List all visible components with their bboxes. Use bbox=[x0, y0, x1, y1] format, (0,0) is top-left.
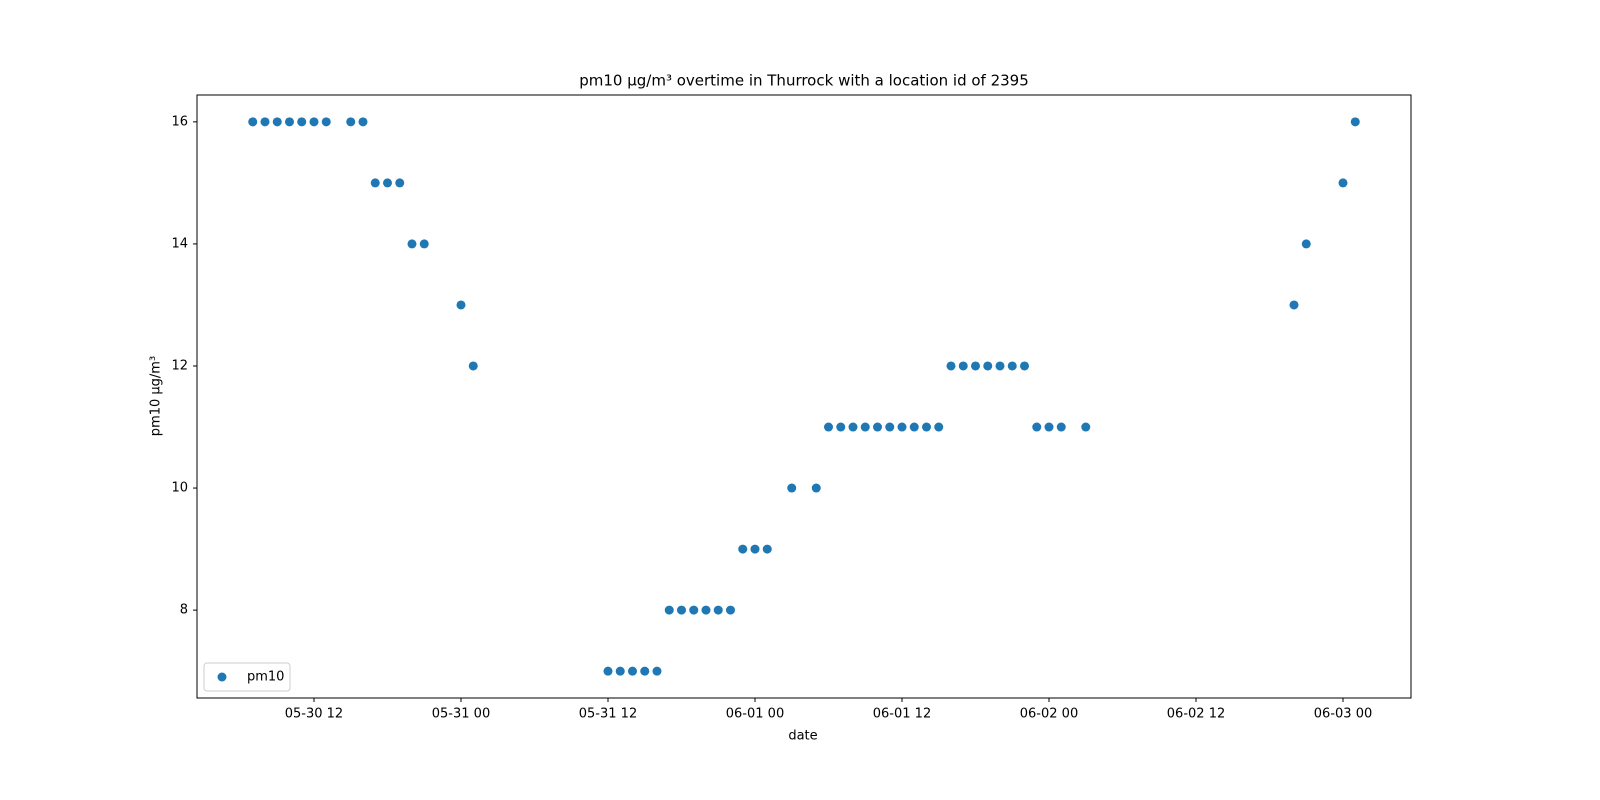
point bbox=[407, 239, 417, 249]
chart-title: pm10 µg/m³ overtime in Thurrock with a l… bbox=[579, 72, 1029, 90]
point bbox=[713, 605, 723, 615]
point bbox=[762, 544, 772, 554]
point bbox=[346, 117, 356, 127]
point bbox=[860, 422, 870, 432]
point bbox=[922, 422, 932, 432]
y-tick-label: 10 bbox=[171, 481, 188, 496]
point bbox=[897, 422, 907, 432]
point bbox=[1289, 300, 1299, 310]
point bbox=[738, 544, 748, 554]
point bbox=[787, 483, 797, 493]
point bbox=[1081, 422, 1091, 432]
point bbox=[1056, 422, 1066, 432]
point bbox=[309, 117, 319, 127]
point bbox=[873, 422, 883, 432]
point bbox=[676, 605, 686, 615]
point bbox=[1020, 361, 1030, 371]
point bbox=[395, 178, 405, 188]
legend-box bbox=[203, 662, 291, 692]
point bbox=[1350, 117, 1360, 127]
point bbox=[358, 117, 368, 127]
point bbox=[1338, 178, 1348, 188]
point bbox=[456, 300, 466, 310]
point bbox=[248, 117, 258, 127]
y-tick-label: 12 bbox=[171, 358, 188, 373]
point bbox=[272, 117, 282, 127]
x-axis-label: date bbox=[788, 729, 817, 744]
point bbox=[664, 605, 674, 615]
point bbox=[1007, 361, 1017, 371]
legend-label: pm10 bbox=[247, 670, 284, 685]
point bbox=[836, 422, 846, 432]
point bbox=[260, 117, 270, 127]
point bbox=[627, 666, 637, 676]
point bbox=[934, 422, 944, 432]
x-tick-label: 06-02 12 bbox=[1167, 707, 1225, 722]
x-tick-label: 06-03 00 bbox=[1314, 707, 1372, 722]
legend-marker bbox=[217, 672, 227, 682]
x-tick-label: 05-30 12 bbox=[285, 707, 343, 722]
point bbox=[848, 422, 858, 432]
point bbox=[909, 422, 919, 432]
point bbox=[701, 605, 711, 615]
point bbox=[958, 361, 968, 371]
point bbox=[811, 483, 821, 493]
point bbox=[382, 178, 392, 188]
point bbox=[983, 361, 993, 371]
point bbox=[1044, 422, 1054, 432]
x-tick-label: 06-01 12 bbox=[873, 707, 931, 722]
x-tick-label: 06-01 00 bbox=[726, 707, 784, 722]
x-tick-label: 05-31 12 bbox=[579, 707, 637, 722]
point bbox=[370, 178, 380, 188]
point bbox=[321, 117, 331, 127]
point bbox=[725, 605, 735, 615]
point bbox=[468, 361, 478, 371]
point bbox=[946, 361, 956, 371]
point bbox=[297, 117, 307, 127]
x-tick-label: 05-31 00 bbox=[432, 707, 490, 722]
point bbox=[995, 361, 1005, 371]
point bbox=[640, 666, 650, 676]
point bbox=[750, 544, 760, 554]
y-tick-label: 8 bbox=[180, 603, 188, 618]
point bbox=[689, 605, 699, 615]
x-tick-label: 06-02 00 bbox=[1020, 707, 1078, 722]
point bbox=[652, 666, 662, 676]
point bbox=[419, 239, 429, 249]
y-tick-label: 14 bbox=[171, 236, 188, 251]
point bbox=[615, 666, 625, 676]
y-axis-label: pm10 µg/m³ bbox=[149, 356, 164, 436]
y-tick-label: 16 bbox=[171, 114, 188, 129]
point bbox=[971, 361, 981, 371]
point bbox=[284, 117, 294, 127]
plot-frame bbox=[196, 94, 1412, 699]
point bbox=[885, 422, 895, 432]
point bbox=[1301, 239, 1311, 249]
point bbox=[1032, 422, 1042, 432]
point bbox=[824, 422, 834, 432]
point bbox=[603, 666, 613, 676]
